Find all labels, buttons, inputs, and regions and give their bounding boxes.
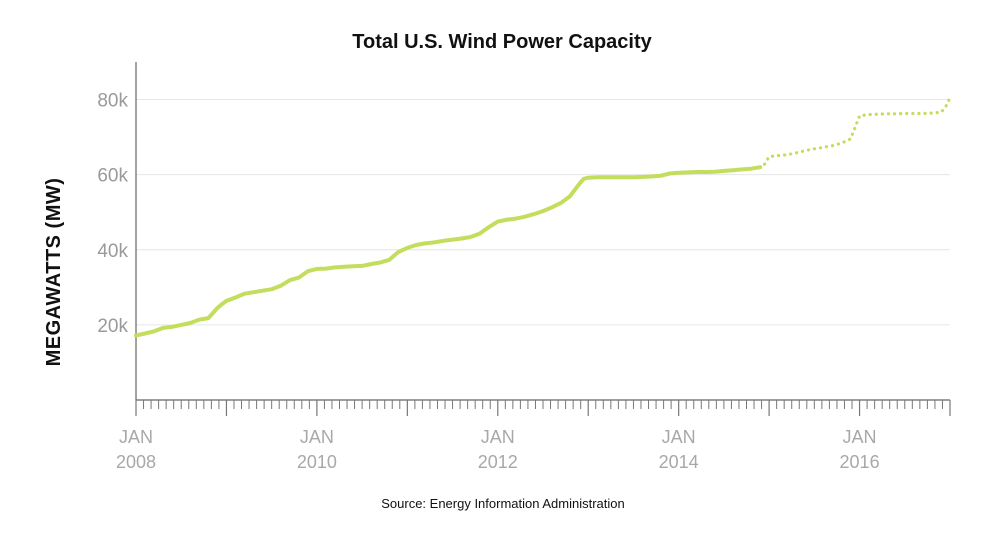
x-tick-year: 2014 (659, 452, 699, 472)
projected-capacity-line (762, 96, 952, 166)
source-note: Source: Energy Information Administratio… (381, 496, 625, 511)
x-tick-month: JAN (300, 427, 334, 447)
y-tick-label: 20k (97, 316, 128, 337)
x-minor-ticks (135, 400, 951, 416)
gridlines (136, 99, 950, 326)
series-group (134, 96, 952, 338)
y-tick-label: 40k (97, 241, 128, 262)
x-tick-month: JAN (119, 427, 153, 447)
x-tick-labels: JAN 2008 JAN 2010 JAN 2012 JAN 2014 JAN 2016 (116, 427, 880, 472)
x-tick-year: 2008 (116, 452, 156, 472)
chart-title: Total U.S. Wind Power Capacity (352, 31, 652, 53)
x-tick-year: 2012 (478, 452, 518, 472)
x-tick-year: 2016 (840, 452, 880, 472)
actual-capacity-line (134, 165, 763, 338)
y-axis-label: MEGAWATTS (MW) (43, 178, 65, 367)
x-tick-year: 2010 (297, 452, 337, 472)
x-tick-month: JAN (662, 427, 696, 447)
y-tick-labels: 20k 40k 60k 80k (97, 91, 128, 337)
axes (135, 62, 950, 401)
x-tick-month: JAN (843, 427, 877, 447)
y-tick-label: 60k (97, 166, 128, 187)
y-tick-label: 80k (97, 91, 128, 112)
x-tick-month: JAN (481, 427, 515, 447)
